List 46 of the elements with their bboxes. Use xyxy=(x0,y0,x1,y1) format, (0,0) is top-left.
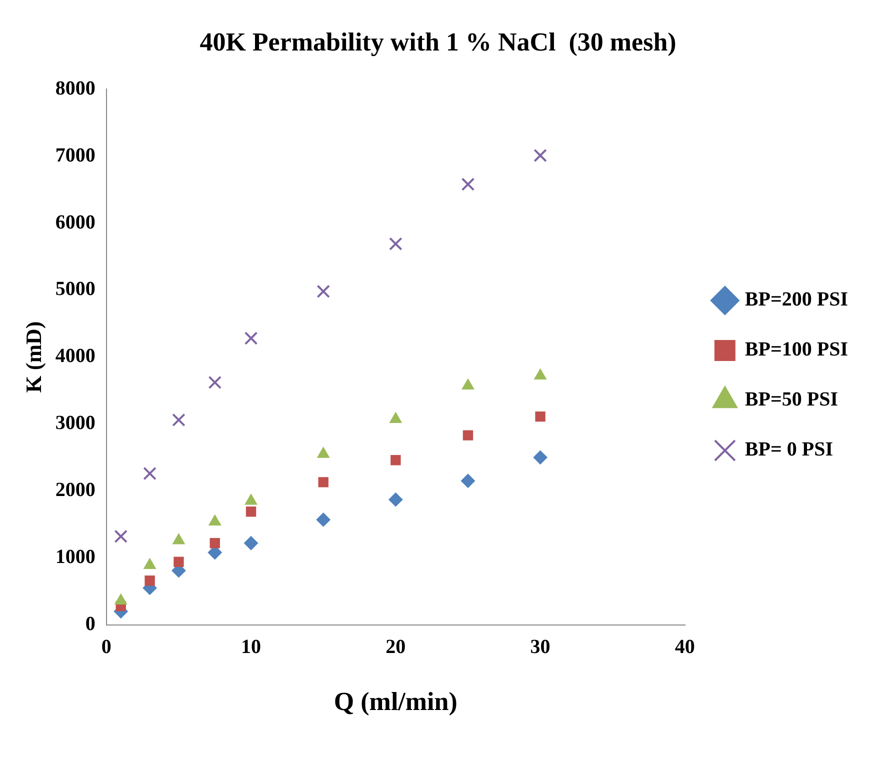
x-tick-label: 10 xyxy=(241,636,262,658)
y-axis-title: K (mD) xyxy=(20,321,46,393)
point xyxy=(317,447,330,458)
y-tick-label: 7000 xyxy=(55,144,96,166)
point xyxy=(460,474,475,488)
x-tick-label: 40 xyxy=(674,636,695,658)
y-tick-label: 4000 xyxy=(55,345,96,368)
point xyxy=(246,506,256,517)
point xyxy=(210,538,220,548)
point xyxy=(462,430,474,440)
x-axis-title: Q (ml/min) xyxy=(334,687,458,716)
legend-label: BP=200 PSI xyxy=(744,288,848,311)
point xyxy=(174,556,184,567)
x-tick-label: 30 xyxy=(530,636,550,658)
point xyxy=(244,332,258,345)
point xyxy=(390,455,401,466)
point xyxy=(172,413,186,427)
y-tick-label: 0 xyxy=(85,612,96,635)
point xyxy=(143,466,156,480)
point xyxy=(244,536,258,550)
point xyxy=(144,576,155,586)
point xyxy=(316,284,330,298)
point xyxy=(388,492,403,507)
point xyxy=(533,450,548,464)
x-tick-label: 20 xyxy=(386,636,406,658)
point xyxy=(390,412,402,424)
point xyxy=(389,237,402,251)
point xyxy=(316,512,330,527)
point xyxy=(534,148,547,162)
y-tick-label: 8000 xyxy=(55,77,96,100)
point xyxy=(535,411,546,422)
legend-label: BP=100 PSI xyxy=(744,338,848,361)
point xyxy=(114,530,128,544)
point xyxy=(208,376,222,390)
x-tick-label: 0 xyxy=(101,636,112,658)
y-tick-label: 6000 xyxy=(55,211,96,234)
legend-label: BP= 0 PSI xyxy=(744,438,834,461)
chart-title: 40K Permability with 1 % NaCl (30 mesh) xyxy=(200,27,676,56)
y-tick-label: 1000 xyxy=(55,546,96,568)
point xyxy=(461,178,475,191)
y-tick-label: 5000 xyxy=(55,278,96,300)
y-tick-label: 3000 xyxy=(55,412,96,434)
point xyxy=(462,378,474,390)
legend-label: BP=50 PSI xyxy=(744,388,838,411)
y-tick-label: 2000 xyxy=(55,479,96,502)
point xyxy=(318,477,328,488)
